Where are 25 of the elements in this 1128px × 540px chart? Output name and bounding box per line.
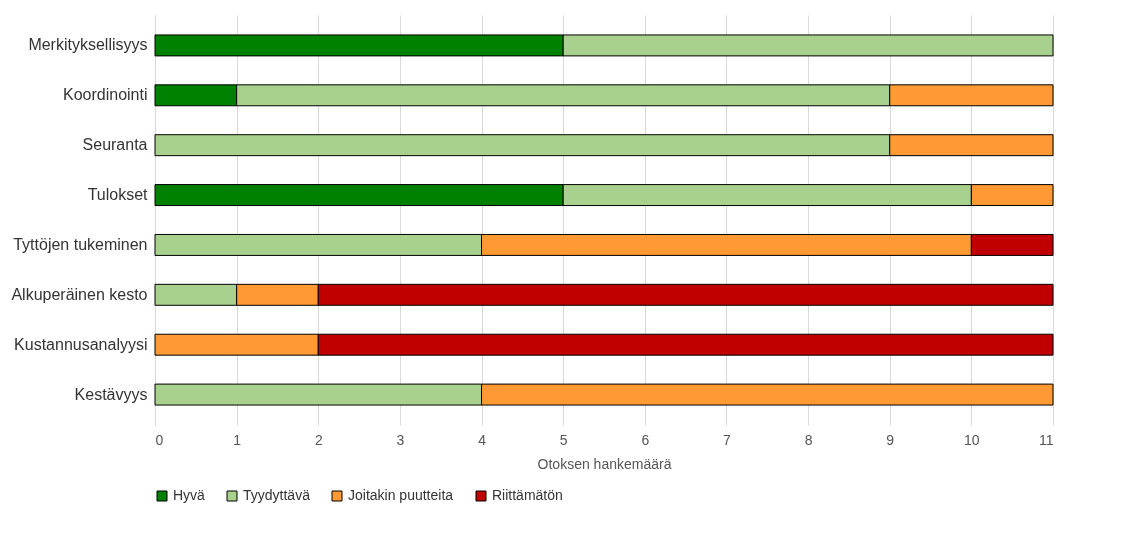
x-tick-label: 6	[641, 431, 650, 448]
x-tick-label: 7	[723, 431, 732, 448]
x-tick-label: 1	[233, 431, 242, 448]
y-tick-label: Koordinointi	[63, 86, 148, 104]
x-tick-label: 8	[804, 431, 813, 448]
legend-label: Joitakin puutteita	[348, 487, 454, 503]
x-tick-label: 5	[559, 431, 568, 448]
x-tick-label: 9	[886, 431, 895, 448]
y-tick-label: Merkityksellisyys	[28, 36, 148, 54]
legend-label: Hyvä	[173, 487, 206, 503]
y-tick-label: Kustannusanalyysi	[14, 335, 148, 353]
x-tick-label: 2	[314, 431, 323, 448]
x-axis-title: Otoksen hankemäärä	[537, 455, 672, 472]
legend-label: Tyydyttävä	[243, 487, 311, 503]
y-tick-label: Tyttöjen tukeminen	[13, 235, 148, 253]
x-tick-label: 11	[1038, 431, 1054, 448]
x-tick-label: 4	[478, 431, 487, 448]
y-tick-label: Alkuperäinen kesto	[11, 285, 148, 303]
y-tick-label: Tulokset	[87, 186, 149, 204]
x-tick-label: 0	[155, 431, 164, 448]
y-tick-label: Seuranta	[82, 136, 148, 154]
y-tick-label: Kestävyys	[74, 385, 148, 403]
x-tick-label: 10	[964, 431, 980, 448]
legend-label: Riittämätön	[492, 487, 563, 503]
x-tick-label: 3	[396, 431, 405, 448]
